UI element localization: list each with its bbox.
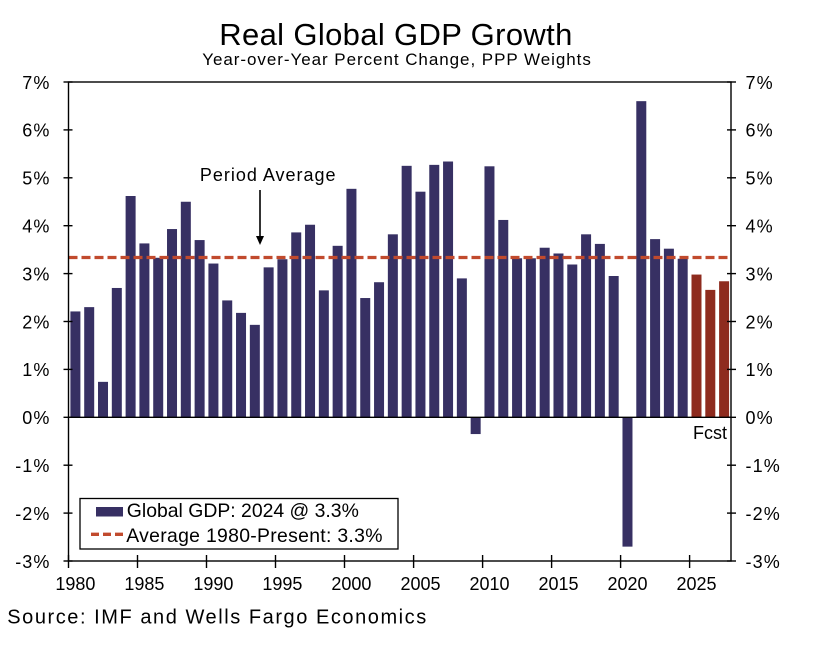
svg-text:7%: 7% <box>746 73 774 93</box>
svg-text:1995: 1995 <box>262 574 302 594</box>
svg-text:Global GDP: 2024 @ 3.3%: Global GDP: 2024 @ 3.3% <box>127 500 359 522</box>
svg-text:Real Global GDP Growth: Real Global GDP Growth <box>219 17 572 52</box>
svg-text:-2%: -2% <box>746 504 781 524</box>
svg-text:5%: 5% <box>22 169 50 189</box>
svg-text:1%: 1% <box>746 360 774 380</box>
svg-text:3%: 3% <box>746 264 774 284</box>
svg-text:4%: 4% <box>22 217 50 237</box>
svg-text:6%: 6% <box>746 121 774 141</box>
svg-text:Year-over-Year Percent Change,: Year-over-Year Percent Change, PPP Weigh… <box>202 50 592 69</box>
svg-text:7%: 7% <box>22 73 50 93</box>
svg-text:1985: 1985 <box>124 574 164 594</box>
svg-text:4%: 4% <box>746 217 774 237</box>
svg-text:2000: 2000 <box>331 574 371 594</box>
svg-text:-1%: -1% <box>15 456 50 476</box>
svg-text:2%: 2% <box>746 312 774 332</box>
svg-text:0%: 0% <box>746 408 774 428</box>
svg-text:3%: 3% <box>22 264 50 284</box>
svg-text:2025: 2025 <box>676 574 716 594</box>
svg-text:Source: IMF and Wells Fargo Ec: Source: IMF and Wells Fargo Economics <box>7 606 427 628</box>
svg-text:1980: 1980 <box>55 574 95 594</box>
svg-text:2010: 2010 <box>469 574 509 594</box>
svg-text:6%: 6% <box>22 121 50 141</box>
svg-text:Period Average: Period Average <box>200 165 337 185</box>
svg-text:5%: 5% <box>746 169 774 189</box>
svg-text:Average 1980-Present: 3.3%: Average 1980-Present: 3.3% <box>126 525 382 547</box>
svg-text:2015: 2015 <box>538 574 578 594</box>
svg-text:2020: 2020 <box>607 574 647 594</box>
svg-text:0%: 0% <box>22 408 50 428</box>
svg-text:-3%: -3% <box>746 552 781 572</box>
svg-text:1990: 1990 <box>193 574 233 594</box>
svg-text:-3%: -3% <box>15 552 50 572</box>
svg-text:2005: 2005 <box>400 574 440 594</box>
svg-text:2%: 2% <box>22 312 50 332</box>
svg-text:-1%: -1% <box>746 456 781 476</box>
svg-text:-2%: -2% <box>15 504 50 524</box>
svg-text:1%: 1% <box>22 360 50 380</box>
svg-text:Fcst: Fcst <box>693 423 727 443</box>
